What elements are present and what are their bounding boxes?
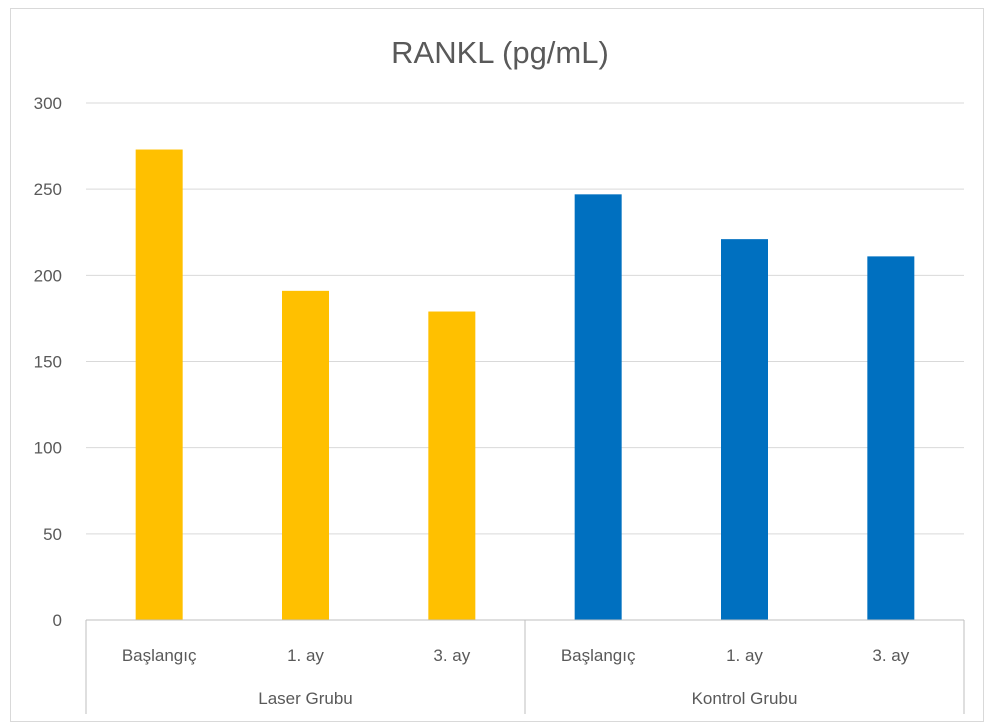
category-label: Başlangıç xyxy=(122,646,197,665)
axes xyxy=(85,619,965,714)
bar xyxy=(867,256,915,620)
category-label: 1. ay xyxy=(287,646,324,665)
axis-labels: 0 50 100 150 200 250 300 Başlangıç 1. ay 3. ay Las… xyxy=(34,94,910,708)
y-tick-label: 50 xyxy=(43,525,62,544)
group-label: Laser Grubu xyxy=(258,689,353,708)
category-label: 3. ay xyxy=(433,646,470,665)
gridlines xyxy=(86,102,964,535)
bar xyxy=(574,194,622,620)
category-label: 3. ay xyxy=(872,646,909,665)
category-label: 1. ay xyxy=(726,646,763,665)
y-tick-label: 150 xyxy=(34,353,62,372)
y-tick-label: 250 xyxy=(34,180,62,199)
bar xyxy=(428,311,476,620)
y-tick-label: 0 xyxy=(53,611,62,630)
group-label: Kontrol Grubu xyxy=(692,689,798,708)
chart-title: RANKL (pg/mL) xyxy=(391,35,609,70)
bar xyxy=(721,239,768,621)
bars xyxy=(135,149,915,621)
y-tick-label: 300 xyxy=(34,94,62,113)
bar xyxy=(135,149,183,620)
y-tick-label: 200 xyxy=(34,266,62,285)
category-label: Başlangıç xyxy=(561,646,636,665)
y-tick-label: 100 xyxy=(34,439,62,458)
bar xyxy=(282,290,329,620)
